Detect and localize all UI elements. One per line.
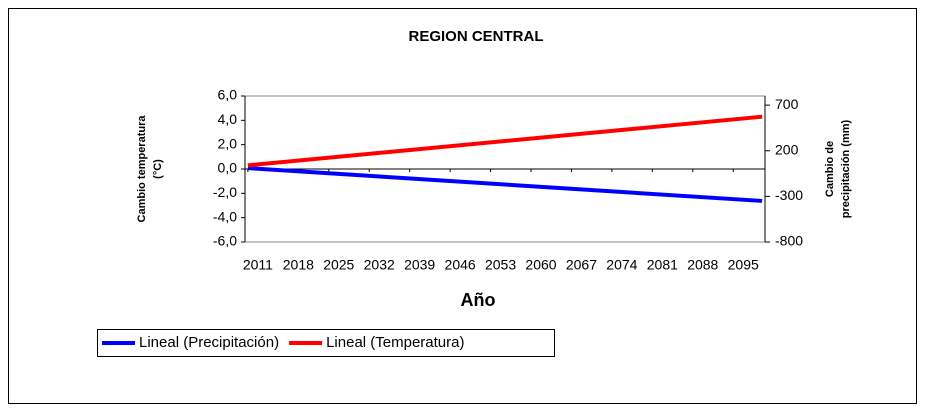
y2-axis-title: Cambio de precipitación (mm)	[824, 119, 852, 218]
y-tick-label: 4,0	[218, 111, 238, 127]
x-tick-label: 2011	[243, 257, 273, 273]
y-axis-title-line: (°C)	[152, 159, 164, 179]
y-axis-title: Cambio temperatura (°C)	[136, 115, 164, 223]
x-tick-label: 2053	[485, 257, 516, 273]
x-tick-label: 2018	[283, 257, 314, 273]
y2-tick-label: -800	[775, 233, 803, 249]
y2-axis-title-line: precipitación (mm)	[840, 119, 852, 218]
y-tick-label: 6,0	[218, 87, 238, 103]
x-tick-label: 2067	[566, 257, 597, 273]
y2-axis-title-line: Cambio de	[824, 141, 836, 197]
x-tick-label: 2081	[647, 257, 678, 273]
x-tick-label: 2032	[364, 257, 395, 273]
legend	[97, 329, 555, 357]
y-tick-label: -2,0	[213, 184, 237, 200]
trend-line	[247, 114, 763, 168]
x-tick-label: 2046	[445, 257, 476, 273]
y2-tick-label: 200	[775, 141, 799, 157]
y-axis-title-line: Cambio temperatura	[136, 115, 148, 223]
legend-label: Lineal (Precipitación)	[139, 334, 279, 351]
chart-title: REGION CENTRAL	[409, 28, 544, 45]
x-axis-title: Año	[461, 290, 496, 310]
legend-label: Lineal (Temperatura)	[326, 334, 464, 351]
y-tick-label: 0,0	[218, 160, 238, 176]
x-tick-label: 2095	[728, 257, 759, 273]
y-tick-label: -6,0	[213, 233, 237, 249]
x-tick-label: 2074	[606, 257, 637, 273]
x-tick-label: 2039	[404, 257, 435, 273]
y-tick-label: -4,0	[213, 208, 237, 224]
y-tick-label: 2,0	[218, 135, 238, 151]
x-tick-label: 2025	[323, 257, 354, 273]
x-tick-label: 2088	[687, 257, 718, 273]
x-tick-label: 2060	[525, 257, 556, 273]
y2-tick-label: 700	[775, 96, 799, 112]
y2-tick-label: -300	[775, 187, 803, 203]
trend-line	[247, 166, 763, 203]
